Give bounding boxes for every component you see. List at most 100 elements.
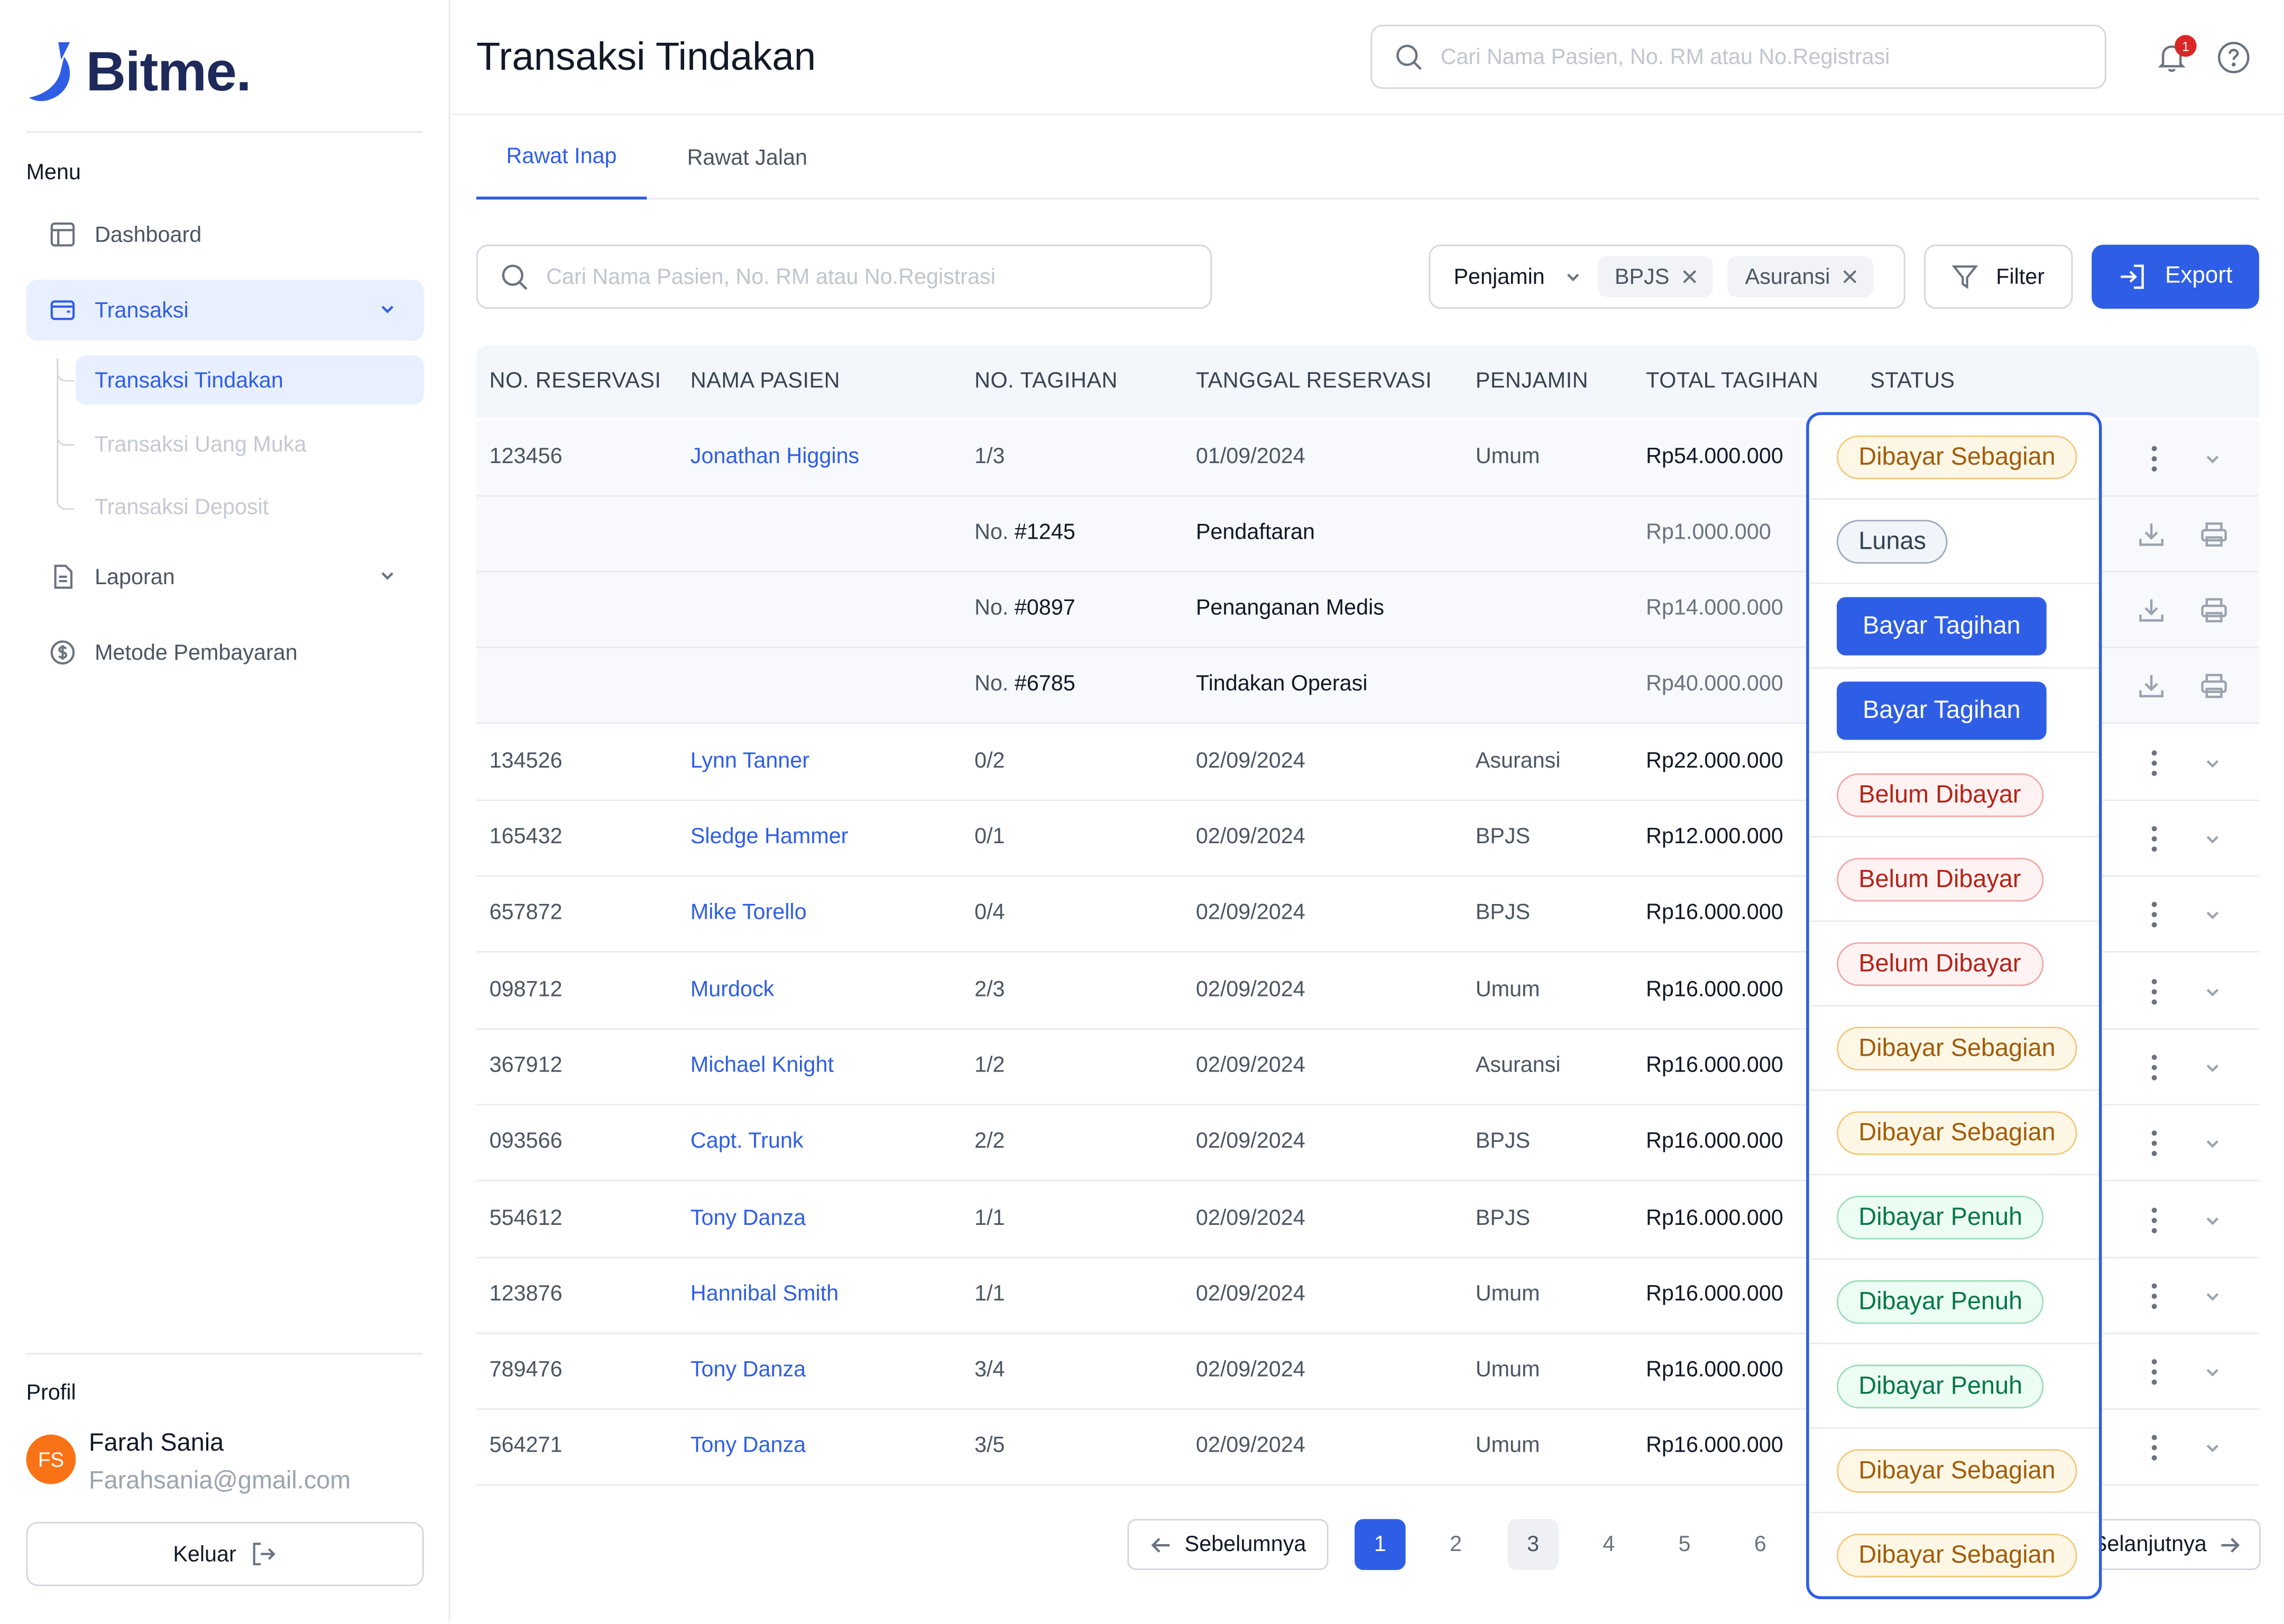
table-row[interactable]: 789476 Tony Danza 3/4 02/09/2024 Umum Rp…: [476, 1334, 2260, 1410]
cell-reservasi: 789476: [489, 1357, 563, 1382]
more-vertical-icon[interactable]: [2141, 1204, 2168, 1243]
previous-page-button[interactable]: Sebelumnya: [1127, 1519, 1329, 1570]
printer-icon[interactable]: [2199, 596, 2228, 632]
sidebar-subitem-transaksi-tindakan[interactable]: Transaksi Tindakan: [76, 355, 424, 405]
close-icon[interactable]: [1841, 268, 1859, 285]
patient-name-link[interactable]: Hannibal Smith: [690, 1281, 839, 1307]
logo[interactable]: Bitme.: [26, 38, 252, 108]
cell-sub-tindakan: Tindakan Operasi: [1195, 671, 1368, 696]
table-row[interactable]: 554612 Tony Danza 1/1 02/09/2024 BPJS Rp…: [476, 1183, 2260, 1259]
patient-name-link[interactable]: Tony Danza: [690, 1433, 806, 1458]
tab-rawat-inap[interactable]: Rawat Inap: [476, 116, 647, 200]
next-label: Selanjutnya: [2092, 1532, 2207, 1557]
pay-bill-button[interactable]: Bayar Tagihan: [1837, 597, 2047, 656]
help-icon[interactable]: [2217, 41, 2250, 81]
table-row[interactable]: 657872 Mike Torello 0/4 02/09/2024 BPJS …: [476, 877, 2260, 953]
status-cell: Belum Dibayar: [1809, 922, 2099, 1007]
filter-chip-bpjs: BPJS: [1597, 256, 1714, 298]
chevron-down-icon[interactable]: [2203, 905, 2223, 932]
table-row[interactable]: 123456 Jonathan Higgins 1/3 01/09/2024 U…: [476, 421, 2260, 497]
header-search[interactable]: [1370, 24, 2106, 89]
chevron-down-icon[interactable]: [2203, 1133, 2223, 1160]
table-row[interactable]: 564271 Tony Danza 3/5 02/09/2024 Umum Rp…: [476, 1410, 2260, 1486]
download-icon[interactable]: [2137, 520, 2166, 557]
sidebar-item-laporan[interactable]: Laporan: [26, 546, 424, 607]
table-row[interactable]: 134526 Lynn Tanner 0/2 02/09/2024 Asuran…: [476, 725, 2260, 801]
cell-total: Rp12.000.000: [1646, 824, 1783, 850]
page-4[interactable]: 4: [1603, 1532, 1615, 1557]
more-vertical-icon[interactable]: [2141, 1051, 2168, 1091]
page-1[interactable]: 1: [1355, 1519, 1406, 1570]
table-search-input[interactable]: [546, 264, 1173, 289]
patient-name-link[interactable]: Tony Danza: [690, 1206, 806, 1231]
filter-button[interactable]: Filter: [1924, 244, 2073, 309]
patient-name-link[interactable]: Lynn Tanner: [690, 749, 810, 773]
sidebar-subitem-transaksi-deposit[interactable]: Transaksi Deposit: [95, 494, 269, 520]
chevron-down-icon: [377, 565, 398, 592]
table-row[interactable]: 165432 Sledge Hammer 0/1 02/09/2024 BPJS…: [476, 801, 2260, 877]
more-vertical-icon[interactable]: [2141, 1127, 2168, 1166]
chevron-down-icon[interactable]: [2203, 1286, 2223, 1314]
export-button[interactable]: Export: [2092, 244, 2260, 309]
table-search[interactable]: [476, 244, 1212, 309]
chevron-down-icon[interactable]: [2203, 982, 2223, 1009]
chevron-down-icon[interactable]: [2203, 829, 2223, 856]
more-vertical-icon[interactable]: [2141, 899, 2168, 938]
avatar[interactable]: FS: [26, 1434, 76, 1484]
sidebar-item-transaksi[interactable]: Transaksi: [26, 279, 424, 341]
more-vertical-icon[interactable]: [2141, 1432, 2168, 1471]
patient-name-link[interactable]: Michael Knight: [690, 1053, 834, 1078]
chevron-down-icon[interactable]: [2203, 1362, 2223, 1389]
cell-tagihan: 0/4: [974, 900, 1005, 925]
chevron-down-icon[interactable]: [2203, 753, 2223, 780]
status-cell: Dibayar Sebagian: [1809, 1429, 2099, 1514]
status-cell: Dibayar Sebagian: [1809, 1007, 2099, 1091]
table-row[interactable]: 098712 Murdock 2/3 02/09/2024 Umum Rp16.…: [476, 954, 2260, 1030]
patient-name-link[interactable]: Capt. Trunk: [690, 1129, 804, 1154]
page-3[interactable]: 3: [1507, 1519, 1559, 1570]
next-page-button[interactable]: Selanjutnya: [2078, 1519, 2261, 1570]
page-2[interactable]: 2: [1450, 1532, 1462, 1557]
sidebar-subitem-transaksi-uang-muka[interactable]: Transaksi Uang Muka: [95, 431, 307, 457]
cell-tanggal: 02/09/2024: [1195, 824, 1305, 850]
chevron-down-icon[interactable]: [2203, 449, 2223, 476]
printer-icon[interactable]: [2199, 520, 2228, 557]
patient-name-link[interactable]: Mike Torello: [690, 900, 807, 925]
patient-name-link[interactable]: Murdock: [690, 977, 775, 1002]
chevron-down-icon[interactable]: [2203, 1057, 2223, 1085]
download-icon[interactable]: [2137, 596, 2166, 632]
table-row[interactable]: 123876 Hannibal Smith 1/1 02/09/2024 Umu…: [476, 1258, 2260, 1334]
more-vertical-icon[interactable]: [2141, 443, 2168, 482]
download-icon[interactable]: [2137, 671, 2166, 708]
logout-button[interactable]: Keluar: [26, 1521, 424, 1586]
printer-icon[interactable]: [2199, 671, 2228, 708]
chevron-down-icon[interactable]: [2203, 1210, 2223, 1238]
close-icon[interactable]: [1681, 268, 1698, 285]
more-vertical-icon[interactable]: [2141, 1356, 2168, 1395]
patient-name-link[interactable]: Jonathan Higgins: [690, 444, 860, 469]
more-vertical-icon[interactable]: [2141, 823, 2168, 862]
cell-tanggal: 02/09/2024: [1195, 1281, 1305, 1307]
sidebar-item-dashboard[interactable]: Dashboard: [26, 204, 424, 265]
pay-bill-button[interactable]: Bayar Tagihan: [1837, 681, 2047, 740]
document-icon: [50, 564, 76, 590]
more-vertical-icon[interactable]: [2141, 747, 2168, 786]
more-vertical-icon[interactable]: [2141, 1280, 2168, 1320]
filter-label: Filter: [1996, 264, 2045, 289]
tab-rawat-jalan[interactable]: Rawat Jalan: [687, 145, 808, 171]
more-vertical-icon[interactable]: [2141, 976, 2168, 1015]
page-5[interactable]: 5: [1678, 1532, 1691, 1557]
header-search-input[interactable]: [1440, 44, 2067, 69]
table-row[interactable]: 367912 Michael Knight 1/2 02/09/2024 Asu…: [476, 1030, 2260, 1106]
logout-label: Keluar: [173, 1542, 236, 1567]
sidebar-item-metode-pembayaran[interactable]: Metode Pembayaran: [26, 622, 424, 683]
penjamin-select[interactable]: Penjamin BPJS Asuransi: [1429, 244, 1905, 309]
table-row[interactable]: 093566 Capt. Trunk 2/2 02/09/2024 BPJS R…: [476, 1105, 2260, 1182]
cell-tagihan: 3/5: [974, 1433, 1005, 1458]
patient-name-link[interactable]: Sledge Hammer: [690, 824, 849, 850]
page-6[interactable]: 6: [1754, 1532, 1766, 1557]
status-cell: Dibayar Sebagian: [1809, 1091, 2099, 1176]
patient-name-link[interactable]: Tony Danza: [690, 1357, 806, 1382]
chevron-down-icon[interactable]: [2203, 1437, 2223, 1465]
